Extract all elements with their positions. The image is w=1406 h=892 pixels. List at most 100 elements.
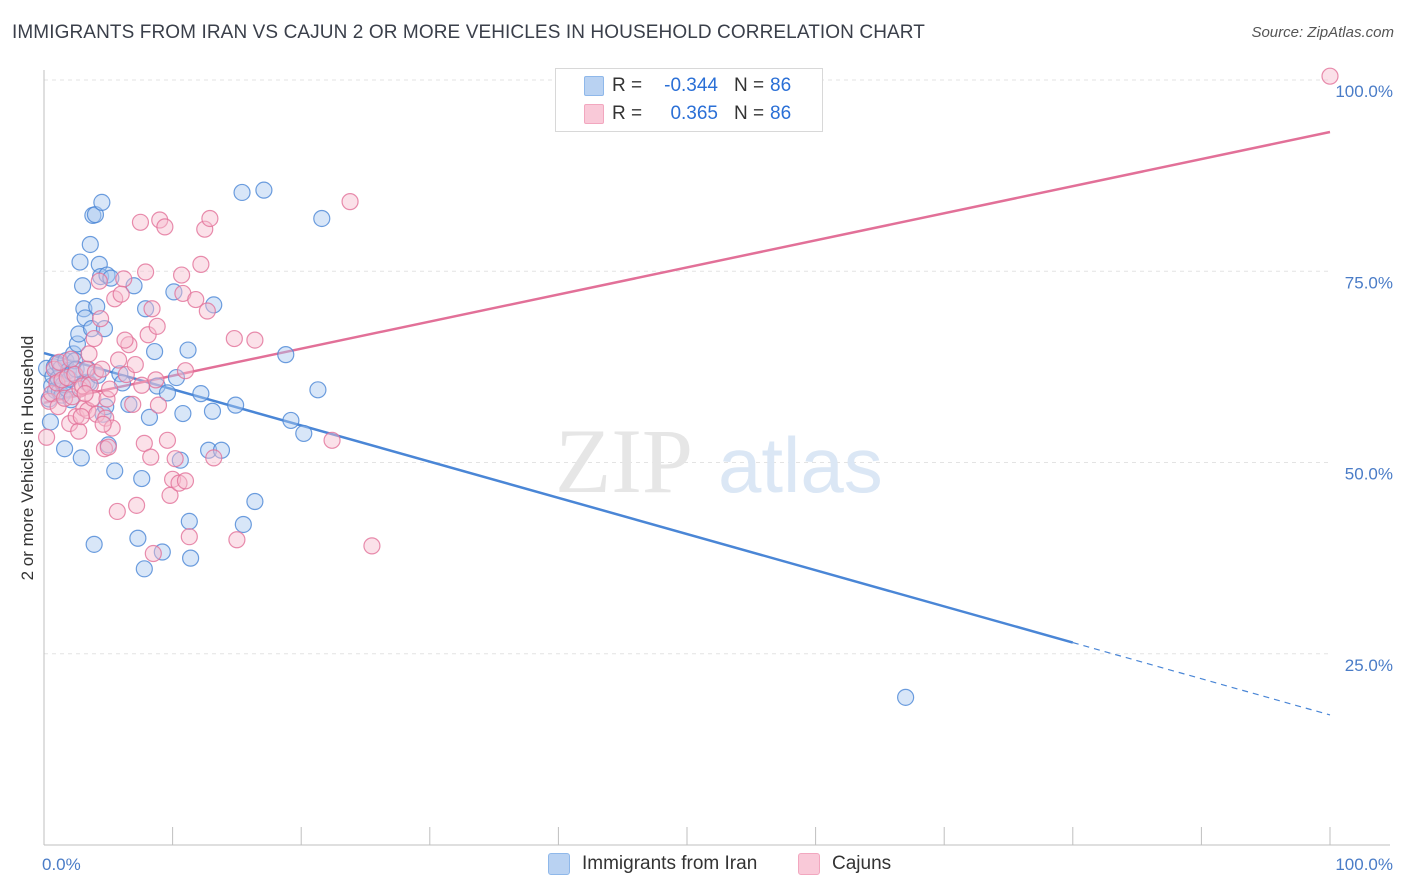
y-tick-label: 50.0% bbox=[1345, 465, 1393, 484]
cajuns-point bbox=[124, 395, 142, 413]
cajuns-point bbox=[166, 450, 184, 468]
cajuns-point bbox=[48, 374, 66, 392]
iran-point bbox=[72, 449, 90, 467]
iran-point bbox=[129, 529, 147, 547]
cajuns-point bbox=[148, 317, 166, 335]
cajuns-point bbox=[363, 537, 381, 555]
cajuns-point bbox=[149, 396, 168, 414]
cajuns-point bbox=[180, 528, 198, 546]
cajuns-point bbox=[176, 362, 195, 380]
y-tick-label: 25.0% bbox=[1345, 656, 1393, 675]
iran-point bbox=[167, 368, 186, 387]
axis-layer: 25.0% 50.0% 75.0% 100.0% 0.0% 100.0% bbox=[42, 70, 1393, 874]
x-tick-label: 100.0% bbox=[1335, 855, 1393, 874]
cajuns-point bbox=[108, 502, 126, 521]
iran-point bbox=[120, 395, 138, 413]
iran-point bbox=[125, 277, 143, 295]
cajuns-point bbox=[158, 431, 177, 449]
iran-point bbox=[234, 515, 252, 534]
iran-point bbox=[95, 320, 114, 338]
iran-point bbox=[313, 209, 331, 228]
bottom-legend-swatch-iran bbox=[548, 853, 570, 875]
x-tick-label: 0.0% bbox=[42, 855, 81, 874]
cajuns-point bbox=[1321, 67, 1339, 85]
iran-point bbox=[227, 396, 245, 414]
cajuns-point bbox=[115, 270, 133, 288]
stats-legend: R = -0.344 N = 86 R = 0.365 N = 86 bbox=[555, 68, 823, 132]
cajuns-point bbox=[205, 449, 223, 467]
iran-point bbox=[70, 325, 88, 343]
legend-swatch-iran bbox=[584, 76, 604, 96]
cajuns-point bbox=[103, 419, 121, 437]
cajuns-point bbox=[72, 408, 90, 426]
cajuns-point bbox=[81, 376, 99, 394]
cajuns-point bbox=[198, 302, 216, 320]
legend-r-label: R = bbox=[612, 75, 643, 96]
bottom-legend-label-cajuns: Cajuns bbox=[832, 853, 892, 874]
cajuns-point bbox=[100, 380, 119, 398]
iran-point bbox=[136, 300, 155, 318]
cajuns-point bbox=[156, 218, 174, 236]
cajuns-point bbox=[93, 360, 111, 378]
iran-point bbox=[140, 408, 159, 426]
cajuns-point bbox=[127, 496, 146, 514]
y-tick-label: 75.0% bbox=[1345, 273, 1393, 292]
cajuns-point bbox=[135, 434, 153, 452]
cajuns-point bbox=[71, 380, 89, 398]
legend-r-value: -0.344 bbox=[664, 75, 718, 96]
cajuns-point bbox=[70, 422, 88, 440]
iran-point bbox=[135, 560, 153, 578]
cajuns-point bbox=[99, 438, 117, 456]
iran-point bbox=[897, 688, 915, 706]
cajuns-trend-line bbox=[43, 130, 1331, 405]
cajuns-point bbox=[136, 263, 155, 281]
iran-point bbox=[71, 253, 89, 271]
source-label: Source: ZipAtlas.com bbox=[1251, 24, 1394, 41]
bottom-legend-cajuns: Cajuns bbox=[798, 852, 891, 876]
cajuns-point bbox=[98, 390, 116, 408]
cajuns-point bbox=[62, 350, 80, 368]
iran-point bbox=[309, 381, 327, 399]
legend-n-label: N = bbox=[734, 103, 765, 124]
bottom-legend-swatch-cajuns bbox=[798, 853, 820, 875]
y-tick-label: 100.0% bbox=[1335, 82, 1393, 101]
iran-point bbox=[180, 512, 198, 531]
iran-point bbox=[192, 385, 210, 403]
cajuns-point bbox=[116, 331, 134, 349]
legend-swatch-cajuns bbox=[584, 104, 604, 124]
watermark-zip: ZIP bbox=[555, 410, 693, 512]
iran-point bbox=[41, 413, 60, 431]
cajuns-point bbox=[126, 355, 144, 374]
cajuns-point bbox=[323, 431, 341, 449]
iran-point bbox=[93, 193, 111, 211]
legend-n-label: N = bbox=[734, 75, 765, 96]
iran-point bbox=[133, 469, 151, 488]
bottom-legend-label-iran: Immigrants from Iran bbox=[582, 853, 758, 874]
iran-point bbox=[255, 181, 273, 199]
legend-n-value: 86 bbox=[770, 75, 792, 96]
cajuns-point bbox=[90, 272, 108, 290]
cajuns-point bbox=[142, 448, 160, 466]
trend-layer bbox=[43, 130, 1331, 716]
cajuns-point bbox=[85, 329, 103, 348]
iran-point bbox=[205, 296, 223, 314]
cajuns-point bbox=[173, 266, 191, 284]
legend-r-label: R = bbox=[612, 103, 643, 124]
bottom-legend-iran: Immigrants from Iran bbox=[548, 852, 757, 876]
iran-point bbox=[73, 277, 92, 295]
legend-r-value: 0.365 bbox=[670, 103, 718, 124]
cajuns-point bbox=[76, 385, 94, 403]
iran-point bbox=[182, 549, 200, 567]
cajuns-point bbox=[341, 193, 359, 211]
grid-layer bbox=[44, 79, 1330, 655]
cajuns-point bbox=[91, 310, 110, 328]
cajuns-point bbox=[201, 209, 219, 228]
cajuns-point bbox=[37, 428, 56, 446]
iran-point bbox=[158, 384, 177, 402]
cajuns-point bbox=[225, 329, 243, 348]
cajuns-point bbox=[246, 331, 264, 349]
cajuns-point bbox=[192, 255, 210, 273]
points-layer bbox=[37, 67, 1339, 706]
chart-title: IMMIGRANTS FROM IRAN VS CAJUN 2 OR MORE … bbox=[12, 22, 925, 43]
